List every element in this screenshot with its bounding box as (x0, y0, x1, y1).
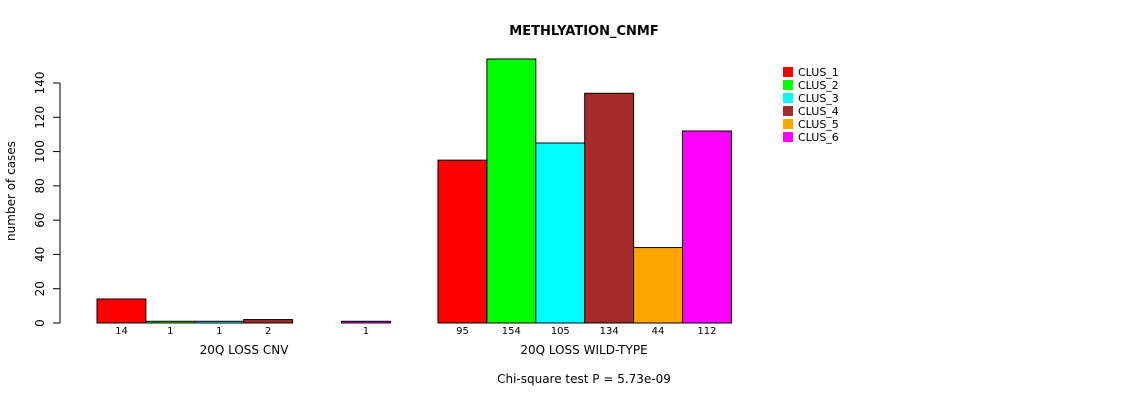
bars (96, 58, 732, 324)
y-tick-label: 80 (33, 178, 47, 193)
legend-entry: CLUS_6 (798, 131, 839, 144)
bar-value-label: 1 (167, 326, 173, 337)
bar-value-label: 44 (652, 326, 665, 337)
bar-value-label: 14 (115, 326, 128, 337)
legend-entry: CLUS_3 (798, 92, 839, 105)
legend-entry: CLUS_5 (798, 118, 839, 131)
y-tick-label: 40 (33, 247, 47, 262)
chi-square-footer: Chi-square test P = 5.73e-09 (497, 372, 671, 386)
group-label-wild-type: 20Q LOSS WILD-TYPE (520, 343, 647, 357)
bar-value-label: 154 (502, 326, 521, 337)
y-tick-label: 100 (33, 140, 47, 163)
bar (437, 159, 488, 324)
y-tick-label: 60 (33, 213, 47, 228)
y-axis: 0 20 40 60 80 100 120 140 (33, 72, 61, 327)
chart-title: METHLYATION_CNMF (509, 24, 658, 39)
legend-swatch (783, 80, 793, 90)
bar (682, 130, 732, 324)
bar (341, 320, 391, 324)
y-tick-label: 140 (33, 72, 47, 95)
bar (633, 247, 683, 324)
legend-entry: CLUS_2 (798, 79, 839, 92)
legend-swatch (783, 93, 793, 103)
bar-value-label: 95 (456, 326, 469, 337)
legend-swatch (783, 106, 793, 116)
legend-entry: CLUS_1 (798, 66, 839, 79)
bar-value-label: 134 (600, 326, 619, 337)
y-tick-label: 120 (33, 106, 47, 129)
bar (194, 320, 245, 324)
bar-value-label: 112 (697, 326, 716, 337)
bar-value-label: 1 (216, 326, 222, 337)
y-axis-label: number of cases (4, 141, 18, 241)
group-label-cnv: 20Q LOSS CNV (200, 343, 290, 357)
bar (486, 58, 537, 324)
bar-value-label: 2 (265, 326, 271, 337)
bar (535, 142, 586, 324)
bar (145, 320, 196, 324)
legend-swatch (783, 132, 793, 142)
bar (96, 298, 147, 324)
legend-swatch (783, 119, 793, 129)
bar (243, 319, 294, 324)
value-labels: 14 1 1 2 1 95 154 105 134 44 112 (115, 326, 716, 337)
bar-value-label: 1 (363, 326, 369, 337)
legend-swatch (783, 67, 793, 77)
y-tick-label: 20 (33, 281, 47, 296)
legend-entry: CLUS_4 (798, 105, 839, 118)
bar (584, 92, 635, 324)
y-tick-label: 0 (33, 319, 47, 327)
bar-value-label: 105 (551, 326, 570, 337)
